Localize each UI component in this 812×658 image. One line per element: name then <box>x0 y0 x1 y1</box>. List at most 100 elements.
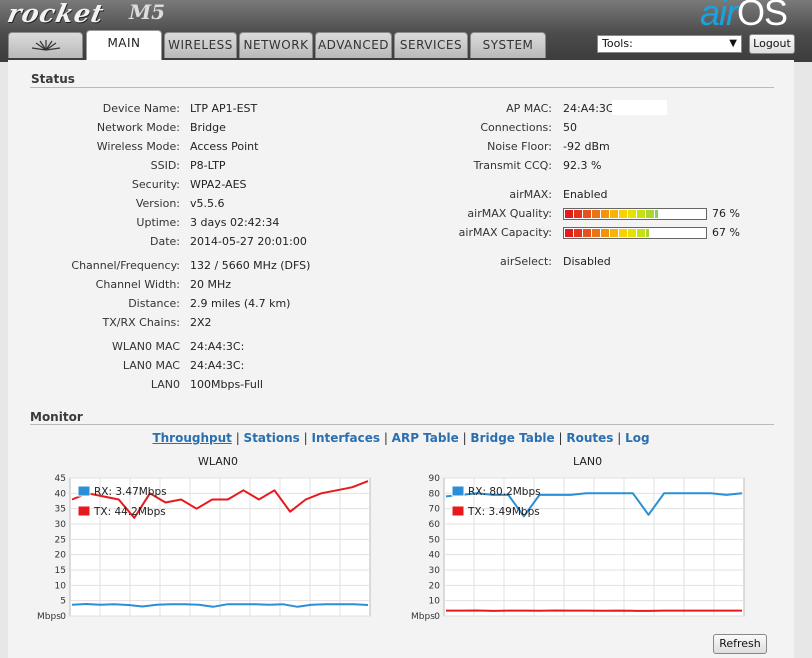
meter-segment <box>650 229 658 237</box>
monitor-link-throughput[interactable]: Throughput <box>152 431 232 445</box>
tab-wireless[interactable]: WIRELESS <box>164 32 237 58</box>
tab-network[interactable]: NETWORK <box>239 32 313 58</box>
meter-segment <box>686 229 694 237</box>
y-tick-label: 0 <box>60 612 66 622</box>
y-axis-label: Mbps <box>411 612 435 622</box>
refresh-button[interactable]: Refresh <box>713 634 767 654</box>
value-transmit-ccq: 92.3 % <box>563 159 602 172</box>
monitor-divider <box>30 424 774 425</box>
meter-segment <box>574 229 582 237</box>
value-channel-width: 20 MHz <box>190 278 232 291</box>
label-security: Security: <box>131 178 180 191</box>
model-logo: M5 <box>129 0 166 24</box>
lan0-throughput-chart: 0 10 20 30 40 50 60 70 80 90 Mbps RX: 80.2Mbps TX: 3… <box>411 474 745 622</box>
value-ap-mac: 24:A4:3C: <box>563 102 618 115</box>
legend-label-rx: RX: 80.2Mbps <box>468 486 541 498</box>
label-airmax-quality: airMAX Quality: <box>467 207 552 220</box>
tab-main[interactable]: MAIN <box>86 30 162 60</box>
label-lan0: LAN0 <box>150 378 180 391</box>
tools-select-value: Tools: <box>602 37 633 50</box>
meter-segment <box>565 210 573 218</box>
meter-segment <box>592 229 600 237</box>
y-tick-label: 25 <box>55 535 66 545</box>
legend-swatch-tx <box>77 505 91 517</box>
meter-airmax-quality <box>563 208 707 220</box>
y-tick-label: 10 <box>55 581 67 591</box>
meter-segment <box>659 229 667 237</box>
meter-segment <box>592 210 600 218</box>
series-line-rx <box>445 492 743 518</box>
legend-label-tx: TX: 44.2Mbps <box>93 506 166 518</box>
legend-label-rx: RX: 3.47Mbps <box>94 486 167 498</box>
monitor-link-bridge-table[interactable]: Bridge Table <box>470 431 555 445</box>
meter-segment <box>628 210 636 218</box>
y-tick-label: 0 <box>434 612 440 622</box>
value-version: v5.5.6 <box>190 197 225 210</box>
value-tx-rx-chains: 2X2 <box>190 316 212 329</box>
value-noise-floor: -92 dBm <box>563 140 610 153</box>
label-device-name: Device Name: <box>102 102 180 115</box>
main-panel: Status Monitor Throughput | Stations | I… <box>8 60 794 658</box>
label-ap-mac: AP MAC: <box>506 102 552 115</box>
value-airmax-quality: 76 % <box>712 207 740 220</box>
value-airselect: Disabled <box>563 255 611 268</box>
monitor-link-interfaces[interactable]: Interfaces <box>311 431 380 445</box>
wlan0-throughput-chart: 0 5 10 15 20 25 30 35 40 45 Mbps RX: 3.47Mbps TX: 44… <box>37 474 371 622</box>
series-line-rx <box>71 603 369 608</box>
y-axis-label: Mbps <box>37 612 61 622</box>
label-date: Date: <box>150 235 180 248</box>
value-airmax-capacity: 67 % <box>712 226 740 239</box>
meter-segment <box>583 210 591 218</box>
y-tick-label: 20 <box>55 551 67 561</box>
label-wlan0-mac: WLAN0 MAC <box>111 340 180 353</box>
y-tick-label: 40 <box>429 551 441 561</box>
monitor-link-log[interactable]: Log <box>625 431 650 445</box>
label-connections: Connections: <box>480 121 552 134</box>
value-lan0: 100Mbps-Full <box>190 378 263 391</box>
meter-segment <box>677 210 685 218</box>
header-bar: rocket M5 airOS MAIN WIRELESS NETWORK AD… <box>0 0 812 62</box>
ubiquiti-logo-icon <box>31 40 60 51</box>
label-airmax-capacity: airMAX Capacity: <box>458 226 552 239</box>
monitor-links: Throughput | Stations | Interfaces | ARP… <box>8 431 794 445</box>
tab-system[interactable]: SYSTEM <box>470 32 546 58</box>
link-separator: | <box>458 431 471 445</box>
meter-segment <box>668 210 676 218</box>
value-lan0-mac: 24:A4:3C: <box>190 359 245 372</box>
tab-ubiquiti-logo[interactable] <box>8 32 83 58</box>
link-separator: | <box>231 431 244 445</box>
value-security: WPA2-AES <box>190 178 247 191</box>
logout-button[interactable]: Logout <box>749 34 795 54</box>
meter-segment <box>610 229 618 237</box>
meter-segment <box>668 229 676 237</box>
legend-swatch-rx <box>451 485 465 497</box>
tab-services[interactable]: SERVICES <box>394 32 468 58</box>
value-airmax: Enabled <box>563 188 608 201</box>
monitor-title: Monitor <box>30 410 83 424</box>
monitor-link-routes[interactable]: Routes <box>566 431 614 445</box>
rocket-logo: rocket <box>4 0 107 28</box>
monitor-link-stations[interactable]: Stations <box>243 431 300 445</box>
label-lan0-mac: LAN0 MAC <box>122 359 180 372</box>
tab-advanced[interactable]: ADVANCED <box>315 32 392 58</box>
tools-select[interactable]: Tools: ▼ <box>597 35 742 53</box>
monitor-link-arp-table[interactable]: ARP Table <box>391 431 459 445</box>
label-airmax: airMAX: <box>509 188 552 201</box>
legend-label-tx: TX: 3.49Mbps <box>467 506 540 518</box>
link-separator: | <box>380 431 392 445</box>
value-device-name: LTP AP1-EST <box>190 102 258 115</box>
meter-segment <box>637 229 645 237</box>
link-separator: | <box>554 431 567 445</box>
meter-segment <box>646 210 654 218</box>
link-separator: | <box>613 431 626 445</box>
value-date: 2014-05-27 20:01:00 <box>190 235 307 248</box>
meter-segment <box>659 210 667 218</box>
status-title: Status <box>31 72 75 86</box>
y-tick-label: 20 <box>429 581 441 591</box>
label-version: Version: <box>135 197 180 210</box>
label-tx-rx-chains: TX/RX Chains: <box>102 316 181 329</box>
meter-segment <box>619 210 627 218</box>
value-wireless-mode: Access Point <box>190 140 259 153</box>
meter-segment <box>628 229 636 237</box>
value-wlan0-mac: 24:A4:3C: <box>190 340 245 353</box>
